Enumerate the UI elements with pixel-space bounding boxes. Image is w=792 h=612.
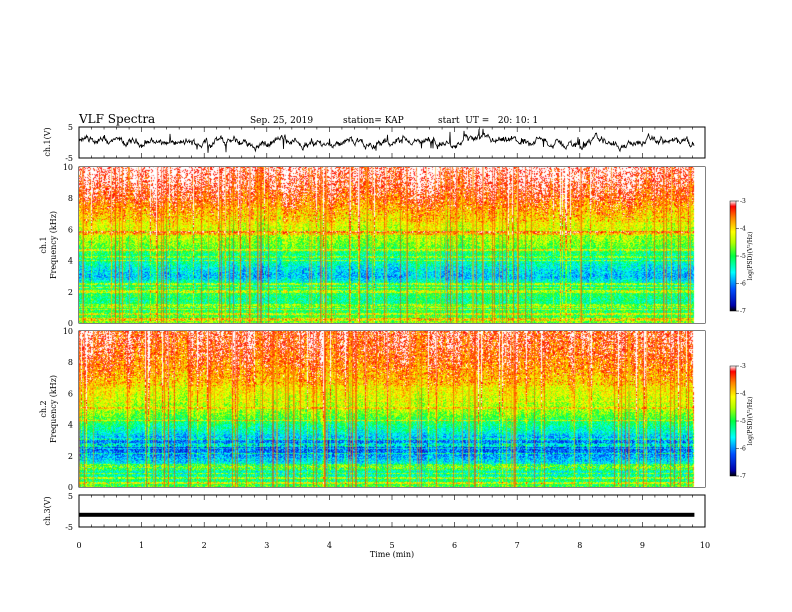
colorbar-tick-label: -6 [740,446,746,453]
ch1-waveform-line [78,128,695,153]
y-tick-label: 6 [68,225,73,234]
x-tick-label: 8 [577,541,582,550]
y-tick-label: 0 [68,319,73,328]
x-tick-label: 7 [515,541,520,550]
colorbar-tick-label: -7 [740,308,746,315]
y-tick-label: 2 [68,288,73,297]
ch2-spectrogram-channel-label: ch.2 [39,400,48,417]
ch1-colorbar-scale [729,200,737,312]
header-start-time: start UT = 20: 10: 1 [438,116,538,126]
ch1-colorbar-label: log(PSD)(V²/Hz) [747,232,754,281]
ch1-waveform-xticks [78,127,706,158]
ch3-waveform-line [79,512,695,517]
x-axis-label: Time (min) [370,550,414,559]
x-tick-label: 1 [139,541,144,550]
ch1-colorbar-ticks: -3 -4 -5 -6 -7 [736,198,746,315]
ch1-spectrogram-ylabel: Frequency (kHz) [49,211,58,279]
y-tick-label: 4 [68,421,73,430]
colorbar-tick-label: -7 [740,473,746,480]
x-tick-label: 10 [700,541,710,550]
y-tick-label: 6 [68,389,73,398]
y-tick-label: 10 [63,327,73,336]
colorbar-tick-label: -6 [740,281,746,288]
x-tick-label: 9 [640,541,645,550]
y-tick-label: 8 [68,194,73,203]
ch1-spectrogram-channel-label: ch.1 [39,236,48,253]
ch1-waveform-panel: 5 -5 ch.1(V) [43,123,706,163]
x-axis-tick-labels: 0 1 2 3 4 5 6 7 8 9 10 [76,541,710,550]
ch3-waveform-panel: 5 -5 ch.3(V) [43,492,706,532]
ch3-waveform-xticks [78,495,706,527]
ch3-ylabel: ch.3(V) [43,496,52,525]
ch1-ytick-bottom: -5 [65,154,73,163]
colorbar-tick-label: -4 [740,226,746,233]
x-tick-label: 3 [264,541,269,550]
ch1-ytick-top: 5 [68,123,73,132]
ch2-spectrogram-ylabel: Frequency (kHz) [49,375,58,443]
ch1-ylabel: ch.1(V) [43,127,52,156]
y-tick-label: 10 [63,163,73,172]
y-tick-label: 0 [68,483,73,492]
ch2-colorbar-scale [729,365,737,477]
header-station: station= KAP [343,116,404,126]
ch2-spectrogram-image [79,331,705,487]
y-tick-label: 8 [68,358,73,367]
x-tick-label: 6 [452,541,457,550]
ch1-spectrogram-image [79,167,705,323]
x-tick-label: 2 [202,541,207,550]
header-date: Sep. 25, 2019 [250,116,313,126]
colorbar-tick-label: -3 [740,363,746,370]
y-tick-label: 4 [68,257,73,266]
colorbar-tick-label: -5 [740,253,746,260]
x-tick-label: 5 [389,541,394,550]
x-tick-label: 4 [327,541,332,550]
x-tick-label: 0 [76,541,81,550]
colorbar-tick-label: -4 [740,391,746,398]
ch2-colorbar-label: log(PSD)(V²/Hz) [747,397,754,446]
ch3-ytick-bottom: -5 [65,523,73,532]
ch1-colorbar: -3 -4 -5 -6 -7 log(PSD)(V²/Hz) [729,198,754,315]
ch3-ytick-top: 5 [68,492,73,501]
figure-title: VLF Spectra [78,112,155,126]
colorbar-tick-label: -5 [740,418,746,425]
ch2-colorbar-ticks: -3 -4 -5 -6 -7 [736,363,746,480]
y-tick-label: 2 [68,452,73,461]
ch2-colorbar: -3 -4 -5 -6 -7 log(PSD)(V²/Hz) [729,363,754,480]
colorbar-tick-label: -3 [740,198,746,205]
